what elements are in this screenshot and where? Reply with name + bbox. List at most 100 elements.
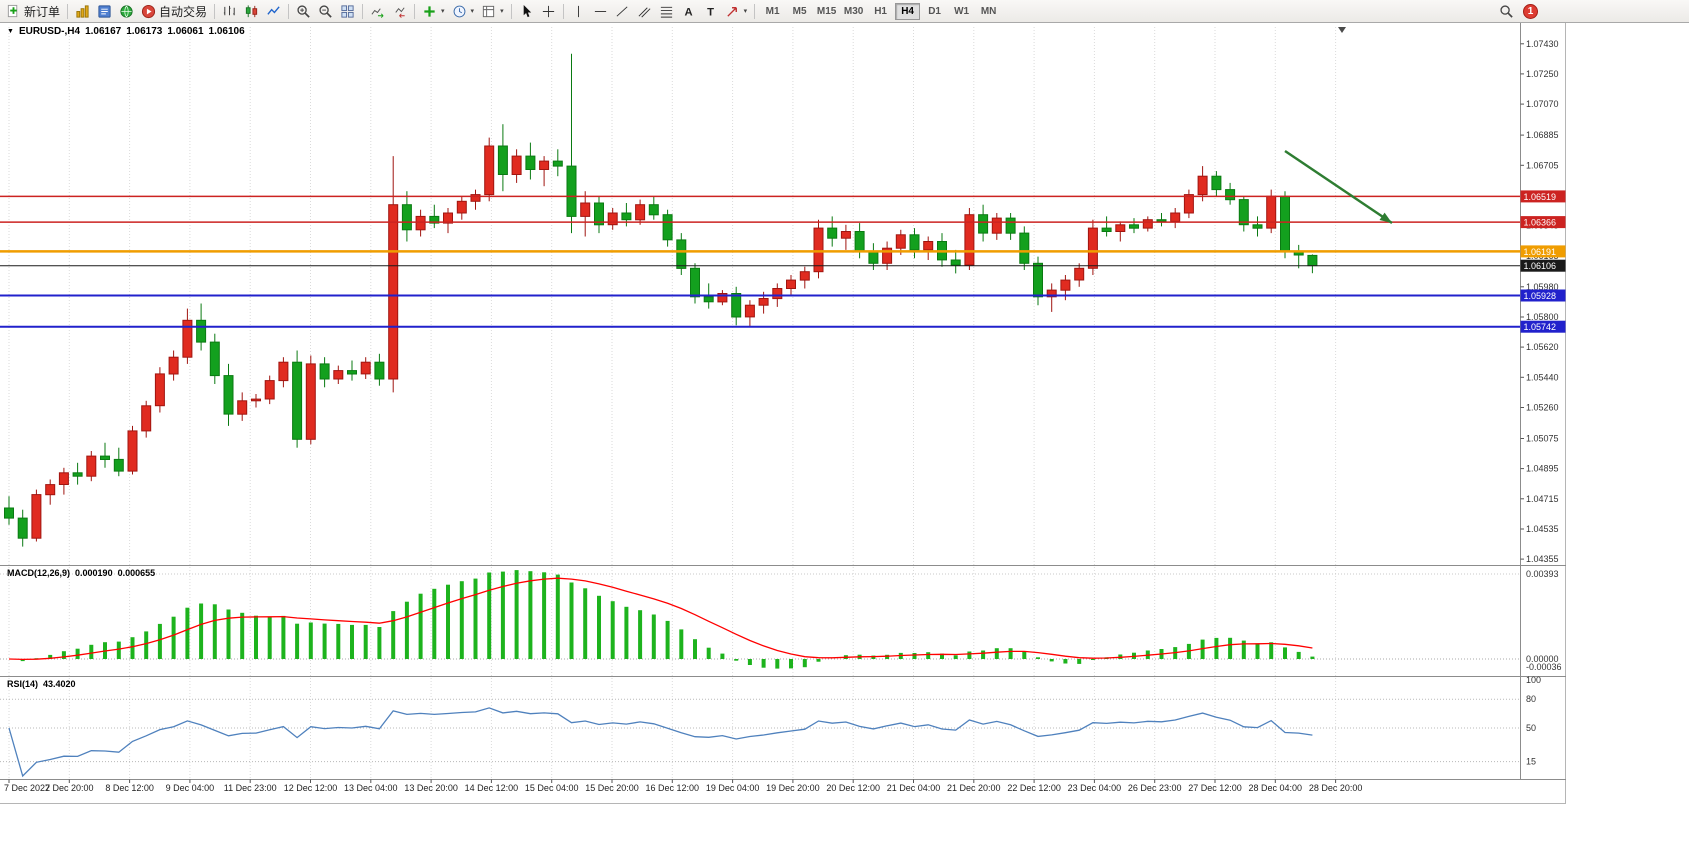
report-icon bbox=[98, 4, 111, 18]
level-price-badge bbox=[1520, 216, 1566, 229]
macd-signal-value: 0.000655 bbox=[117, 568, 156, 578]
level-price-badge bbox=[1520, 245, 1566, 258]
horizontal-level-lines[interactable] bbox=[0, 195, 1520, 328]
price-tick-label: 1.05440 bbox=[1526, 372, 1559, 382]
chart-surface[interactable] bbox=[0, 23, 1520, 565]
macd-axis-label: -0.00036 bbox=[1526, 662, 1562, 672]
search-button[interactable] bbox=[1496, 2, 1517, 21]
text-label-button[interactable]: T bbox=[700, 2, 721, 21]
timeframe-w1-button[interactable]: W1 bbox=[949, 3, 974, 20]
fibonacci-icon bbox=[660, 6, 672, 18]
price-tick-label: 1.07250 bbox=[1526, 69, 1559, 79]
timeframe-h4-button[interactable]: H4 bbox=[895, 2, 921, 20]
time-label: 28 Dec 20:00 bbox=[1309, 783, 1363, 793]
price-tick-label: 1.05620 bbox=[1526, 342, 1559, 352]
time-label: 9 Dec 04:00 bbox=[166, 783, 215, 793]
text-button[interactable]: A bbox=[678, 2, 699, 21]
zoom-in-icon bbox=[297, 4, 310, 18]
timeframe-m15-button[interactable]: M15 bbox=[814, 3, 839, 20]
time-label: 13 Dec 20:00 bbox=[404, 783, 458, 793]
macd-name: MACD(12,26,9) bbox=[7, 568, 71, 578]
community-button[interactable] bbox=[116, 2, 137, 21]
auto-trading-button[interactable]: 自动交易 bbox=[138, 2, 210, 21]
data-window-button[interactable] bbox=[94, 2, 115, 21]
time-label: 14 Dec 12:00 bbox=[465, 783, 519, 793]
toolbar-separator bbox=[214, 3, 216, 19]
candlestick-chart-button[interactable] bbox=[241, 2, 262, 21]
macd-main-value: 0.000190 bbox=[75, 568, 113, 578]
trend-arrow-head bbox=[1379, 212, 1392, 223]
chart-window[interactable]: 1.07430 1.07250 1.07070 1.06885 1.06705 1.065… bbox=[0, 23, 1566, 804]
time-label: 13 Dec 04:00 bbox=[344, 783, 398, 793]
chart-canvas[interactable]: 1.07430 1.07250 1.07070 1.06885 1.06705 1.065… bbox=[0, 23, 1566, 804]
chart-symbol-title: EURUSD-,H4 bbox=[18, 26, 81, 37]
ohlc-close: 1.06106 bbox=[208, 26, 245, 37]
time-label: 28 Dec 04:00 bbox=[1249, 783, 1303, 793]
timeframe-h1-button[interactable]: H1 bbox=[868, 3, 893, 20]
auto-trading-icon bbox=[141, 4, 156, 18]
line-chart-button[interactable] bbox=[263, 2, 284, 21]
chevron-down-icon: ▾ bbox=[470, 8, 475, 15]
templates-button[interactable]: ▾ bbox=[478, 2, 507, 21]
auto-trading-label: 自动交易 bbox=[159, 4, 208, 19]
search-icon bbox=[1500, 4, 1513, 18]
channel-button[interactable] bbox=[634, 2, 655, 21]
bid-price-badge bbox=[1520, 259, 1566, 272]
crosshair-button[interactable] bbox=[538, 2, 559, 21]
timeframe-m5-button[interactable]: M5 bbox=[787, 3, 812, 20]
timeframe-m1-button[interactable]: M1 bbox=[760, 3, 785, 20]
vertical-line-button[interactable] bbox=[568, 2, 589, 21]
grid bbox=[8, 27, 1337, 779]
new-order-button[interactable]: 新订单 bbox=[3, 2, 63, 21]
chart-menu-icon[interactable]: ▼ bbox=[7, 28, 14, 35]
tile-windows-icon bbox=[341, 4, 354, 18]
time-label: 21 Dec 20:00 bbox=[947, 783, 1001, 793]
ohlc-low: 1.06061 bbox=[167, 26, 204, 37]
toolbar-separator bbox=[414, 3, 416, 19]
notification-badge[interactable]: 1 bbox=[1523, 3, 1538, 19]
toolbar-separator bbox=[362, 3, 364, 19]
trendline-button[interactable] bbox=[612, 2, 633, 21]
bar-chart-button[interactable] bbox=[219, 2, 240, 21]
toolbar-separator bbox=[562, 3, 564, 19]
price-tick-label: 1.07430 bbox=[1526, 39, 1559, 49]
gold-chart-icon bbox=[76, 4, 89, 18]
candlestick-icon bbox=[245, 4, 258, 17]
timeframe-m30-button[interactable]: M30 bbox=[841, 3, 866, 20]
trend-arrow[interactable] bbox=[1284, 149, 1393, 225]
price-axis[interactable]: 1.07430 1.07250 1.07070 1.06885 1.06705 1.065… bbox=[1520, 39, 1566, 767]
trendline-icon bbox=[616, 5, 628, 17]
macd-signal-line bbox=[8, 577, 1313, 661]
chart-shift-button[interactable] bbox=[389, 2, 410, 21]
rsi-label: RSI(14) 43.4020 bbox=[7, 679, 76, 689]
vertical-line-icon bbox=[577, 5, 579, 17]
time-label: 15 Dec 04:00 bbox=[525, 783, 579, 793]
periods-button[interactable]: ▾ bbox=[449, 2, 478, 21]
cursor-button[interactable] bbox=[516, 2, 537, 21]
new-order-icon bbox=[7, 4, 18, 17]
zoom-out-button[interactable] bbox=[315, 2, 336, 21]
svg-text:T: T bbox=[707, 6, 714, 18]
text-icon: A bbox=[684, 6, 692, 18]
arrows-tool-button[interactable]: ▾ bbox=[722, 2, 751, 21]
market-watch-button[interactable] bbox=[72, 2, 93, 21]
horizontal-line-button[interactable] bbox=[590, 2, 611, 21]
time-label: 7 Dec 20:00 bbox=[45, 783, 94, 793]
price-tick-label: 1.04895 bbox=[1526, 464, 1559, 474]
auto-scroll-button[interactable] bbox=[367, 2, 388, 21]
rsi-current-value: 43.4020 bbox=[43, 679, 76, 689]
indicators-button[interactable]: ▾ bbox=[419, 2, 448, 21]
pane-separators bbox=[0, 23, 1566, 780]
toolbar-separator bbox=[754, 3, 756, 19]
timeframe-d1-button[interactable]: D1 bbox=[922, 3, 947, 20]
zoom-in-button[interactable] bbox=[293, 2, 314, 21]
price-tick-label: 1.04355 bbox=[1526, 554, 1559, 564]
chart-shift-marker[interactable] bbox=[1338, 27, 1346, 33]
chevron-down-icon: ▾ bbox=[743, 8, 748, 15]
level-price-badge bbox=[1520, 289, 1566, 302]
fibonacci-button[interactable] bbox=[656, 2, 677, 21]
tile-windows-button[interactable] bbox=[337, 2, 358, 21]
timeframe-mn-button[interactable]: MN bbox=[976, 3, 1001, 20]
time-label: 19 Dec 20:00 bbox=[766, 783, 820, 793]
